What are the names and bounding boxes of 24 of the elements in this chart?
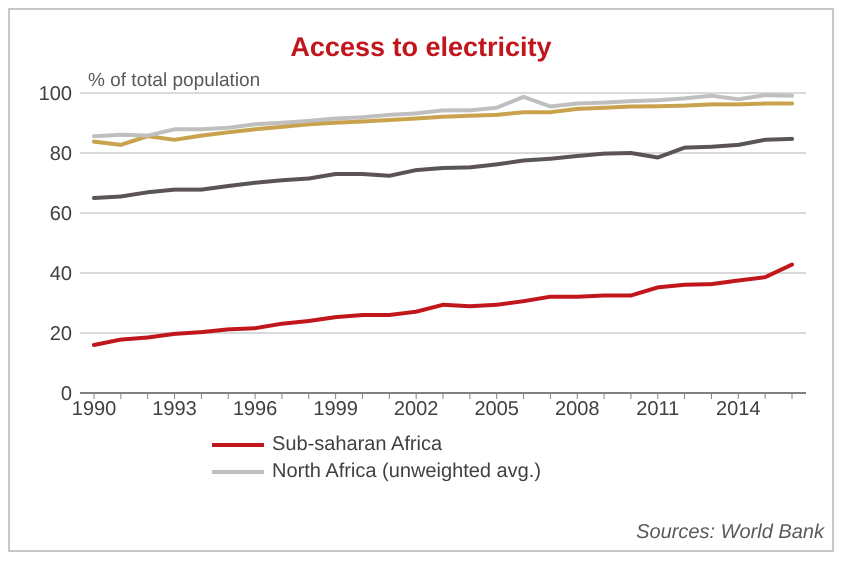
y-tick-label: 100 — [38, 83, 72, 106]
x-tick-label: 2011 — [636, 398, 680, 420]
chart-title: Access to electricity — [289, 32, 553, 63]
line-series — [92, 262, 794, 347]
x-tick-label: 1999 — [313, 398, 358, 420]
y-tick-label: 80 — [50, 143, 72, 166]
x-tick-label: 1996 — [232, 398, 278, 420]
source-note: Sources: World Bank — [636, 521, 824, 544]
line-series — [92, 93, 794, 138]
x-tick-label: 1993 — [152, 398, 197, 420]
line-series — [92, 102, 794, 147]
x-tick-label: 2002 — [394, 398, 438, 420]
x-tick-label: 2005 — [474, 398, 519, 420]
x-tick-label: 1990 — [72, 398, 116, 420]
y-tick-label: 20 — [50, 323, 72, 346]
x-tick-label: 2014 — [716, 398, 761, 420]
legend-label: Sub-saharan Africa — [272, 433, 442, 456]
x-tick-label: 2008 — [554, 398, 600, 420]
line-series — [92, 136, 794, 200]
y-axis-title: % of total population — [88, 70, 260, 92]
y-tick-label: 40 — [50, 263, 72, 286]
legend-label: North Africa (unweighted avg.) — [272, 460, 542, 483]
y-tick-label: 0 — [60, 383, 72, 406]
y-tick-label: 60 — [50, 203, 72, 226]
